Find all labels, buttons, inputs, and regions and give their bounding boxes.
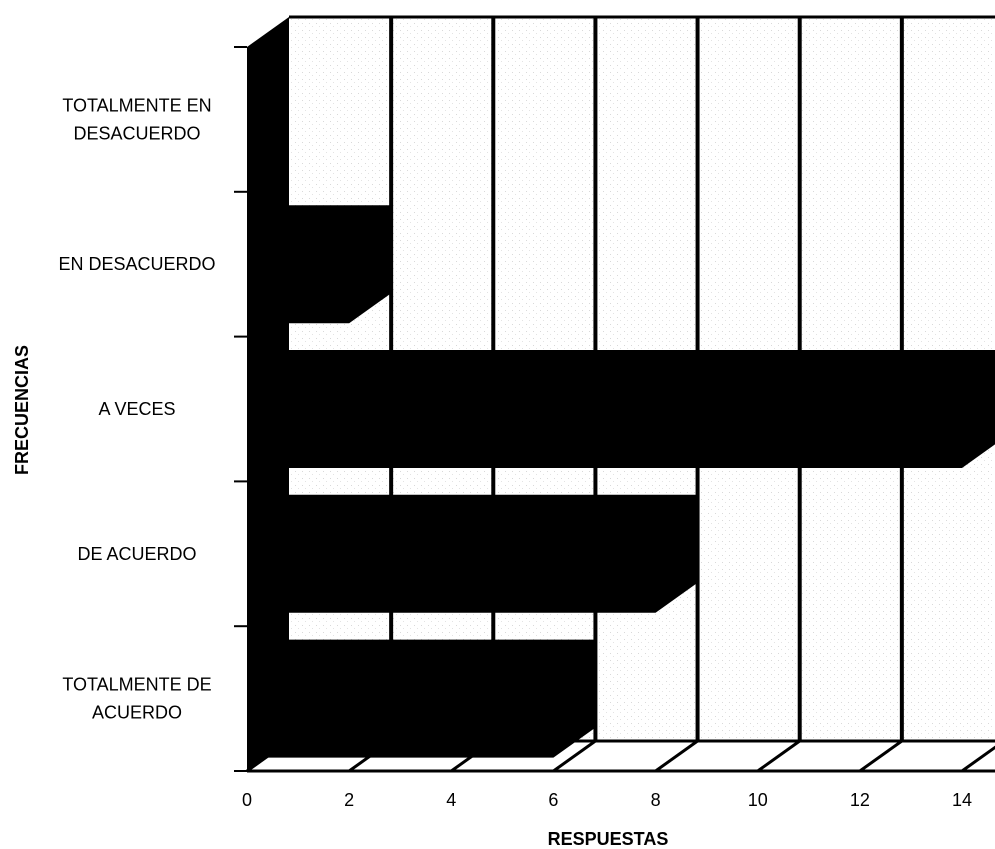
floor-gridline: [552, 739, 597, 773]
category-label: TOTALMENTE EN DESACUERDO: [62, 95, 211, 143]
bar-1: [247, 205, 392, 324]
x-tick-label: 4: [446, 790, 456, 810]
x-tick-label: 8: [651, 790, 661, 810]
category-label-line: A VECES: [98, 399, 175, 419]
bars: [247, 60, 995, 758]
y-axis-title: FRECUENCIAS: [12, 345, 32, 475]
category-label: TOTALMENTE DE ACUERDO: [62, 675, 211, 723]
category-label-line: TOTALMENTE DE: [62, 675, 211, 695]
bar-4: [247, 639, 596, 758]
category-label-line: TOTALMENTE EN: [62, 95, 211, 115]
floor-gridline: [756, 739, 801, 773]
x-tick-labels: 0 2 4 6 8 10 12 14: [242, 790, 972, 810]
bar-3: [247, 494, 698, 613]
category-label-line: EN DESACUERDO: [58, 254, 215, 274]
category-label-line: DESACUERDO: [73, 123, 200, 143]
x-tick-label: 0: [242, 790, 252, 810]
floor-gridline: [961, 745, 995, 773]
x-tick-label: 10: [748, 790, 768, 810]
category-label-line: ACUERDO: [92, 703, 182, 723]
bar-0: [247, 60, 289, 179]
category-label: DE ACUERDO: [77, 544, 196, 564]
bar-2: [247, 350, 995, 468]
category-label-line: DE ACUERDO: [77, 544, 196, 564]
category-label: EN DESACUERDO: [58, 254, 215, 274]
x-axis-title: RESPUESTAS: [548, 829, 669, 849]
category-label: A VECES: [98, 399, 175, 419]
floor-gridline: [858, 739, 903, 773]
floor-gridline: [654, 739, 699, 773]
x-tick-label: 2: [344, 790, 354, 810]
x-tick-label: 14: [952, 790, 972, 810]
x-tick-label: 12: [850, 790, 870, 810]
x-tick-label: 6: [548, 790, 558, 810]
category-labels: TOTALMENTE EN DESACUERDO EN DESACUERDO A VE…: [58, 95, 215, 722]
